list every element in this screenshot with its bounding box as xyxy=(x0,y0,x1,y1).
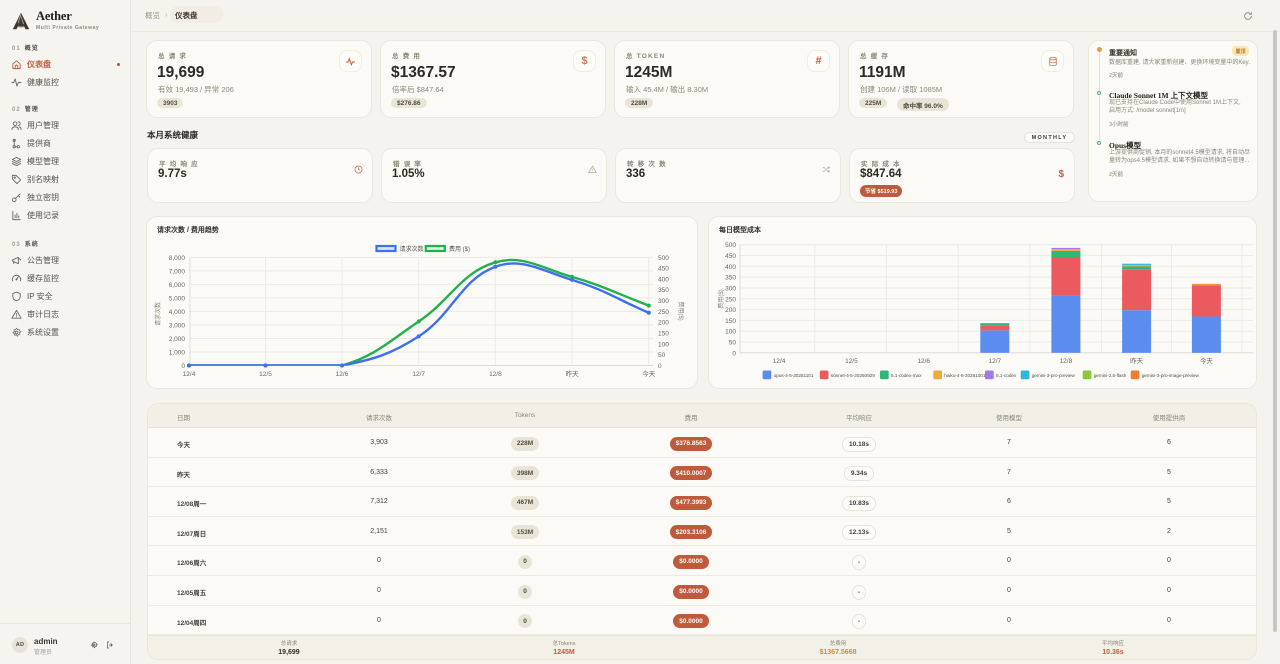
svg-text:12/8: 12/8 xyxy=(1060,358,1073,365)
svg-text:12/5: 12/5 xyxy=(845,358,858,365)
svg-text:0: 0 xyxy=(732,350,736,357)
svg-text:请求次数: 请求次数 xyxy=(400,245,424,253)
svg-text:0: 0 xyxy=(181,363,185,370)
svg-text:gemini-3-pro-image-preview: gemini-3-pro-image-preview xyxy=(1142,373,1200,379)
svg-text:8,000: 8,000 xyxy=(169,255,186,262)
svg-text:6,000: 6,000 xyxy=(169,282,186,289)
svg-text:3,000: 3,000 xyxy=(169,323,186,330)
svg-text:费用 ($): 费用 ($) xyxy=(449,245,470,253)
svg-text:0: 0 xyxy=(658,363,662,370)
svg-text:sonnet-4-5-20250929: sonnet-4-5-20250929 xyxy=(831,373,875,379)
svg-text:haiku-4-5-20251001: haiku-4-5-20251001 xyxy=(944,373,986,379)
svg-text:5.1-codex-max: 5.1-codex-max xyxy=(891,373,922,379)
svg-text:50: 50 xyxy=(729,340,737,347)
svg-text:250: 250 xyxy=(725,296,736,303)
svg-text:300: 300 xyxy=(725,286,736,293)
svg-text:500: 500 xyxy=(725,242,736,249)
svg-text:12/4: 12/4 xyxy=(773,358,786,365)
svg-text:2,000: 2,000 xyxy=(169,336,186,343)
svg-text:4,000: 4,000 xyxy=(169,309,186,316)
svg-text:12/8: 12/8 xyxy=(489,371,502,378)
svg-text:450: 450 xyxy=(658,266,669,273)
svg-text:50: 50 xyxy=(658,352,666,359)
svg-text:500: 500 xyxy=(658,255,669,262)
svg-text:费用($): 费用($) xyxy=(677,301,685,320)
svg-text:今天: 今天 xyxy=(642,369,656,378)
svg-text:350: 350 xyxy=(725,275,736,282)
svg-text:请求次数: 请求次数 xyxy=(154,302,162,326)
svg-text:12/6: 12/6 xyxy=(917,358,930,365)
svg-text:200: 200 xyxy=(725,307,736,314)
svg-text:100: 100 xyxy=(725,329,736,336)
svg-text:今天: 今天 xyxy=(1200,356,1214,365)
svg-text:150: 150 xyxy=(725,318,736,325)
svg-text:7,000: 7,000 xyxy=(169,268,186,275)
svg-text:450: 450 xyxy=(725,253,736,260)
svg-text:5.1-codex: 5.1-codex xyxy=(996,373,1017,379)
svg-text:每日模型成本: 每日模型成本 xyxy=(719,225,761,234)
svg-text:gemini-2.5-flash: gemini-2.5-flash xyxy=(1094,373,1127,379)
svg-text:gemini-3-pro-preview: gemini-3-pro-preview xyxy=(1032,373,1076,379)
svg-text:昨天: 昨天 xyxy=(566,369,580,378)
svg-text:100: 100 xyxy=(658,341,669,348)
svg-text:300: 300 xyxy=(658,298,669,305)
svg-text:1,000: 1,000 xyxy=(169,350,186,357)
svg-text:250: 250 xyxy=(658,309,669,316)
svg-text:opus-4-5-20251101: opus-4-5-20251101 xyxy=(774,373,814,379)
svg-text:5,000: 5,000 xyxy=(169,295,186,302)
svg-text:12/7: 12/7 xyxy=(412,371,425,378)
svg-text:12/4: 12/4 xyxy=(183,371,196,378)
svg-text:12/7: 12/7 xyxy=(988,358,1001,365)
svg-text:400: 400 xyxy=(725,264,736,271)
svg-text:费用($): 费用($) xyxy=(717,289,725,308)
svg-text:200: 200 xyxy=(658,320,669,327)
svg-text:12/6: 12/6 xyxy=(336,371,349,378)
svg-text:150: 150 xyxy=(658,331,669,338)
svg-text:350: 350 xyxy=(658,287,669,294)
svg-text:12/5: 12/5 xyxy=(259,371,272,378)
svg-text:400: 400 xyxy=(658,276,669,283)
svg-text:请求次数 / 费用趋势: 请求次数 / 费用趋势 xyxy=(157,225,219,234)
svg-text:昨天: 昨天 xyxy=(1130,356,1144,365)
